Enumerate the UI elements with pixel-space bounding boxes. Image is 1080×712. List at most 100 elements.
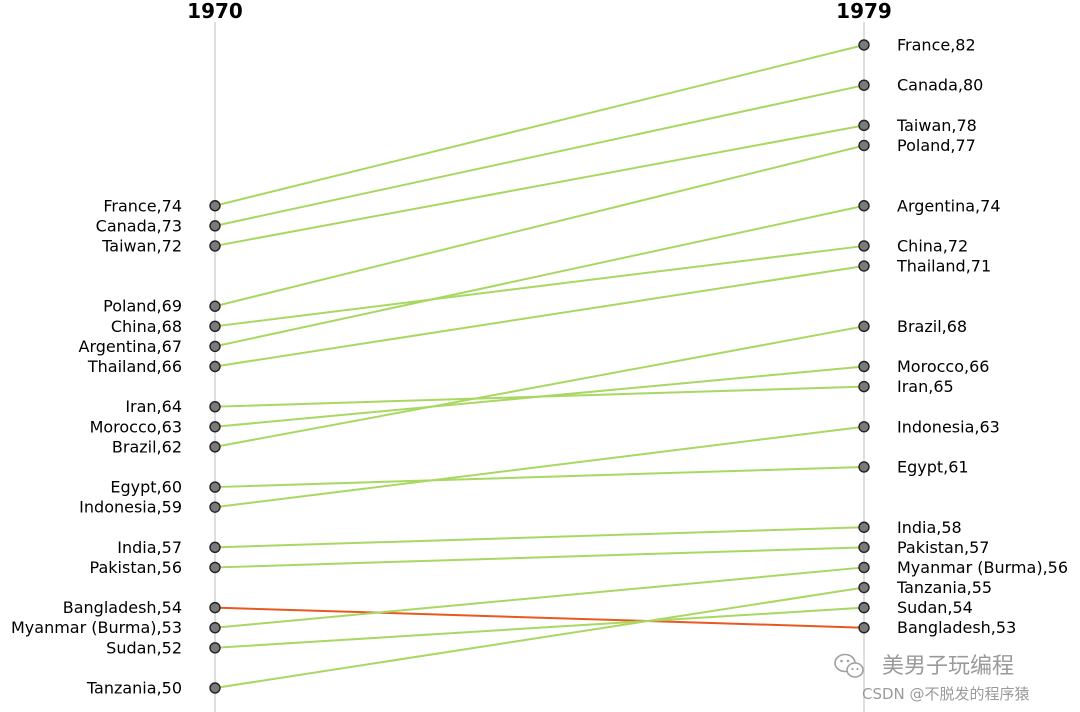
tick-label-1979: Bangladesh,53: [897, 618, 1016, 637]
marker-1979: [858, 461, 870, 473]
tick-label-1979: Poland,77: [897, 136, 976, 155]
marker-1970: [209, 360, 221, 373]
marker-1970: [209, 421, 221, 433]
marker-1970: [209, 400, 221, 413]
tick-label-1979: Taiwan,78: [896, 116, 977, 135]
marker-1979: [858, 320, 870, 333]
tick-label-1970: Argentina,67: [79, 337, 183, 356]
marker-1979: [858, 119, 870, 132]
marker-1970: [209, 561, 221, 574]
marker-1979: [858, 601, 870, 614]
tick-label-1970: Indonesia,59: [79, 498, 182, 517]
series-line: [214, 586, 865, 689]
marker-1979: [858, 421, 870, 433]
marker-1979: [858, 360, 870, 373]
marker-1970: [209, 682, 221, 694]
year-label-right: 1979: [836, 0, 892, 23]
series-line: [214, 44, 865, 207]
tick-label-1979: India,58: [897, 518, 962, 537]
series-line: [214, 526, 865, 549]
tick-label-1979: China,72: [897, 236, 968, 255]
tick-label-1970: Bangladesh,54: [63, 598, 182, 617]
tick-label-1970: Iran,64: [125, 397, 182, 416]
watermark-main-text: 美男子玩编程: [882, 654, 1014, 679]
series-line: [214, 606, 865, 649]
year-label-left: 1970: [187, 0, 243, 23]
series-line: [214, 606, 865, 629]
tick-label-1970: Thailand,66: [87, 357, 182, 376]
tick-label-1979: Pakistan,57: [897, 538, 989, 557]
marker-1979: [858, 380, 870, 393]
marker-1970: [209, 200, 221, 212]
series-line: [214, 465, 865, 489]
marker-1970: [209, 220, 221, 232]
series-line: [214, 365, 865, 428]
marker-1970: [209, 441, 221, 453]
series-line: [214, 546, 865, 569]
tick-label-1970: China,68: [111, 317, 182, 336]
series-line: [214, 124, 865, 247]
series-line: [214, 204, 865, 348]
tick-label-1970: Tanzania,50: [86, 679, 182, 698]
tick-label-1979: Indonesia,63: [897, 417, 1000, 436]
marker-1979: [858, 622, 870, 634]
tick-label-1970: France,74: [103, 196, 182, 215]
tick-label-1970: India,57: [117, 538, 182, 557]
series-line: [214, 84, 865, 227]
tick-label-1970: Egypt,60: [110, 478, 182, 497]
tick-label-1979: Egypt,61: [897, 457, 969, 476]
watermark: 美男子玩编程 CSDN @不脱发的程序猿: [834, 653, 1030, 703]
tick-label-1970: Myanmar (Burma),53: [11, 618, 182, 637]
marker-1979: [858, 541, 870, 554]
tick-label-1970: Brazil,62: [112, 437, 182, 456]
tick-label-1970: Taiwan,72: [101, 236, 182, 255]
marker-1979: [858, 79, 870, 91]
marker-1970: [209, 320, 221, 333]
year-labels: 1970 1979: [187, 0, 892, 23]
marker-1970: [209, 601, 221, 614]
wechat-icon: [834, 653, 864, 678]
marker-1970: [209, 240, 221, 252]
watermark-sub-text: CSDN @不脱发的程序猿: [862, 685, 1030, 703]
tick-label-1970: Pakistan,56: [90, 558, 182, 577]
series-line: [214, 566, 865, 629]
marker-1970: [209, 300, 221, 312]
marker-1979: [858, 240, 870, 252]
series-lines: [214, 44, 865, 689]
series-line: [214, 325, 865, 448]
marker-1979: [858, 581, 870, 594]
tick-label-1970: Canada,73: [96, 216, 182, 235]
tick-label-1970: Sudan,52: [106, 638, 182, 657]
series-line: [214, 425, 865, 509]
marker-1970: [209, 481, 221, 493]
tick-label-1979: France,82: [897, 36, 976, 55]
tick-label-1979: Morocco,66: [897, 357, 989, 376]
series-line: [214, 265, 865, 368]
marker-1970: [209, 340, 221, 353]
tick-label-1979: Canada,80: [897, 76, 983, 95]
marker-1970: [209, 642, 221, 654]
series-line: [214, 144, 865, 308]
marker-1970: [209, 501, 221, 513]
tick-label-1979: Sudan,54: [897, 598, 973, 617]
tick-label-1979: Brazil,68: [897, 317, 967, 336]
tick-label-1970: Morocco,63: [90, 417, 182, 436]
tick-label-1979: Tanzania,55: [896, 578, 992, 597]
tick-label-1979: Argentina,74: [897, 196, 1001, 215]
marker-1970: [209, 541, 221, 554]
tick-label-1970: Poland,69: [103, 297, 182, 316]
marker-1979: [858, 260, 870, 272]
markers: [209, 39, 870, 694]
series-line: [214, 244, 865, 328]
tick-label-1979: Myanmar (Burma),56: [897, 558, 1068, 577]
marker-1979: [858, 200, 870, 212]
marker-1979: [858, 561, 870, 574]
marker-1979: [858, 39, 870, 51]
marker-1970: [209, 622, 221, 634]
marker-1979: [858, 521, 870, 533]
tick-label-1979: Iran,65: [897, 377, 954, 396]
tick-labels: France,74 France,82 Canada,73 Canada,80 Taiw…: [11, 36, 1068, 698]
tick-label-1979: Thailand,71: [896, 257, 991, 276]
marker-1979: [858, 139, 870, 152]
